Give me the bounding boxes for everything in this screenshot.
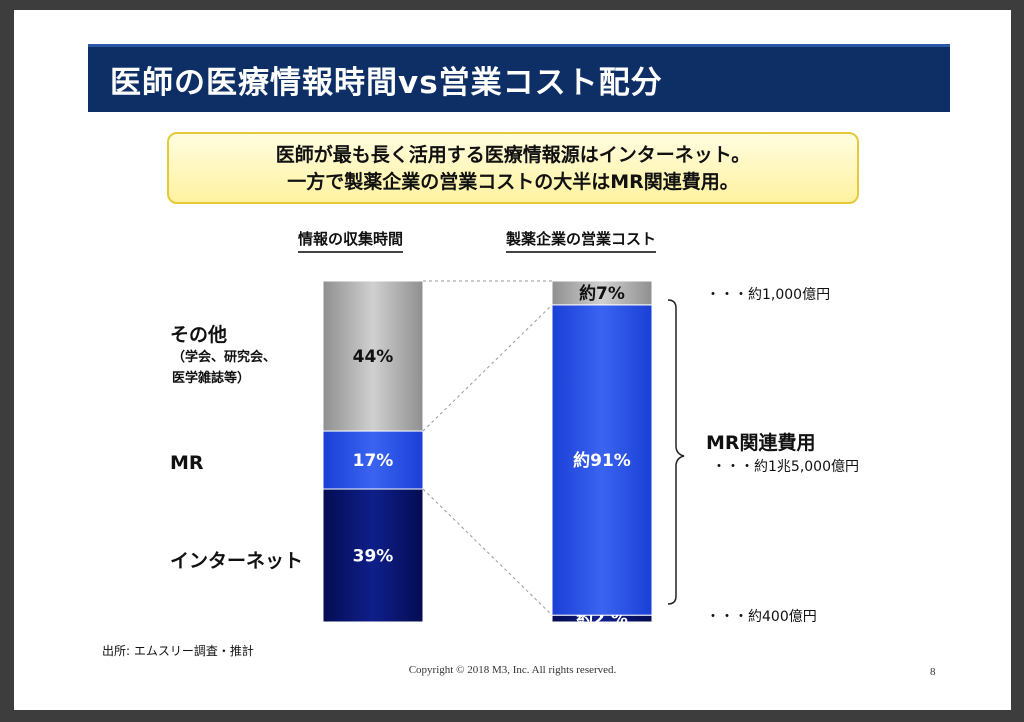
slide: 医師の医療情報時間vs営業コスト配分 医師が最も長く活用する医療情報源はインター… — [14, 10, 1011, 710]
bar-1-segment-2 — [322, 430, 424, 490]
label-internet: インターネット — [170, 550, 304, 572]
connector-line-2 — [422, 304, 553, 432]
callout-line-2: 一方で製薬企業の営業コストの大半はMR関連費用。 — [287, 171, 739, 193]
bar-1-value-label-2: 17% — [353, 451, 394, 471]
bar-1-segment-1 — [322, 488, 424, 623]
label-other-detail-2: 医学雑誌等） — [172, 371, 251, 386]
note-mr-amount: ・・・約1兆5,000億円 — [712, 459, 859, 475]
copyright: Copyright © 2018 M3, Inc. All rights res… — [408, 664, 617, 676]
bar-1-value-label-1: 39% — [353, 547, 394, 567]
bar-1-value-label-3: 44% — [353, 347, 394, 367]
chart-1-title: 情報の収集時間 — [298, 228, 404, 253]
bar-1-segment-3 — [322, 280, 424, 432]
label-other-detail-1: （学会、研究会、 — [172, 350, 277, 365]
mr-brace — [667, 299, 685, 605]
label-mr: MR — [170, 452, 204, 474]
label-other: その他 — [170, 324, 228, 346]
bar-2-segment-2 — [551, 304, 653, 616]
bar-2-segment-3 — [551, 280, 653, 306]
bar-2-value-label-2: 約91% — [573, 450, 631, 471]
page-title: 医師の医療情報時間vs営業コスト配分 — [110, 65, 663, 101]
note-mr-title: MR関連費用 — [706, 432, 816, 454]
connector-line-3 — [422, 488, 553, 616]
callout-line-1: 医師が最も長く活用する医療情報源はインターネット。 — [275, 144, 751, 166]
chart-2-title: 製薬企業の営業コスト — [506, 228, 657, 253]
key-message-callout: 医師が最も長く活用する医療情報源はインターネット。 一方で製薬企業の営業コストの… — [167, 132, 859, 204]
note-other-cost: ・・・約1,000億円 — [706, 287, 831, 303]
bar-2-value-label-3: 約7% — [579, 283, 625, 304]
title-bar: 医師の医療情報時間vs営業コスト配分 — [88, 44, 950, 112]
note-internet-cost: ・・・約400億円 — [706, 609, 817, 625]
source-note: 出所: エムスリー調査・推計 — [102, 644, 254, 658]
page-number: 8 — [930, 666, 936, 678]
